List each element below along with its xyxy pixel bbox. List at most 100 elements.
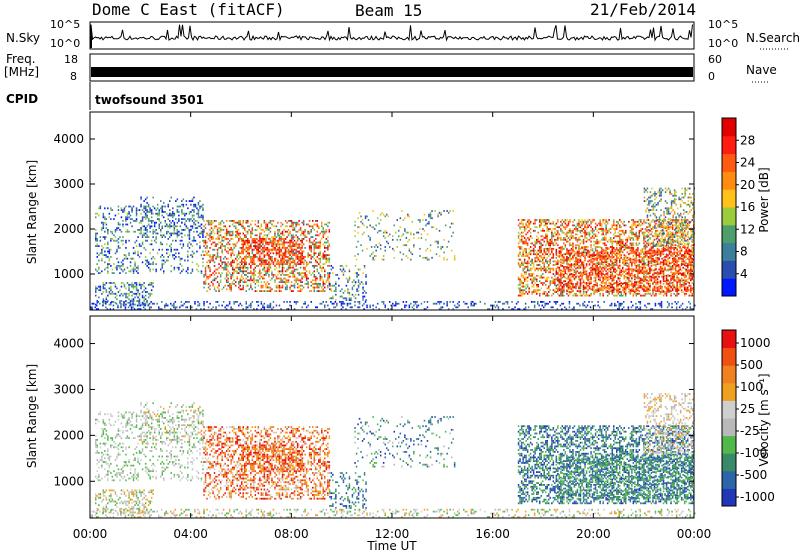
power-cell <box>544 255 546 257</box>
power-cell <box>279 272 281 274</box>
power-cell <box>244 279 246 281</box>
power-cell <box>125 218 127 220</box>
power-cell <box>596 250 598 252</box>
power-cell <box>140 213 142 215</box>
power-cell <box>317 270 319 272</box>
power-cell <box>249 229 251 231</box>
power-cell <box>226 288 228 290</box>
power-cell <box>353 296 355 298</box>
power-cell <box>233 222 235 224</box>
power-cell <box>303 231 305 233</box>
power-cell <box>286 281 288 283</box>
power-cell <box>217 233 219 235</box>
power-cell <box>640 295 642 297</box>
power-cell <box>335 299 337 301</box>
power-cell <box>565 246 567 248</box>
power-cell <box>95 216 97 218</box>
power-cell <box>171 215 173 217</box>
power-cell <box>151 284 153 286</box>
power-cell <box>317 225 319 227</box>
power-cell <box>581 295 583 297</box>
power-cell <box>171 225 173 227</box>
power-cell <box>521 286 523 288</box>
power-cell <box>209 240 211 242</box>
power-cell <box>599 221 601 223</box>
power-cell <box>253 272 255 274</box>
power-cell <box>187 218 189 220</box>
power-cell <box>226 258 228 260</box>
power-cell <box>559 261 561 263</box>
power-cell <box>663 253 665 255</box>
power-cell <box>214 278 216 280</box>
power-cell <box>171 270 173 272</box>
power-cell <box>616 291 618 293</box>
power-cell <box>621 244 623 246</box>
power-cell <box>149 252 151 254</box>
power-cell <box>550 248 552 250</box>
power-cell <box>109 216 111 218</box>
power-cell <box>528 248 530 250</box>
power-cell <box>365 283 367 285</box>
power-cell <box>568 257 570 259</box>
power-cell <box>121 293 123 295</box>
power-cell <box>247 267 249 269</box>
power-cell <box>315 234 317 236</box>
power-cell <box>612 275 614 277</box>
power-cell <box>358 294 360 296</box>
power-cell <box>131 218 133 220</box>
power-cell <box>534 219 536 221</box>
power-cell <box>524 230 526 232</box>
power-cell <box>212 272 214 274</box>
power-cell <box>274 242 276 244</box>
power-cell <box>312 225 314 227</box>
power-cell <box>227 285 229 287</box>
power-cell <box>247 252 249 254</box>
power-cell <box>569 228 571 230</box>
power-cell <box>541 270 543 272</box>
power-cell <box>223 222 225 224</box>
power-cell <box>277 285 279 287</box>
power-cell <box>556 223 558 225</box>
power-cell <box>208 234 210 236</box>
power-cell <box>538 239 540 241</box>
power-cell <box>575 257 577 259</box>
power-cell <box>628 235 630 237</box>
power-cell <box>577 239 579 241</box>
power-cell <box>314 290 316 292</box>
power-cell <box>279 281 281 283</box>
power-cell <box>238 251 240 253</box>
power-cell <box>669 262 671 264</box>
power-cell <box>524 259 526 261</box>
power-cell <box>628 259 630 261</box>
power-cell <box>307 256 309 258</box>
power-cell <box>267 269 269 271</box>
power-cell <box>327 260 329 262</box>
power-cell <box>292 285 294 287</box>
power-cell <box>607 241 609 243</box>
power-cell <box>218 234 220 236</box>
power-cell <box>365 274 367 276</box>
power-cell <box>186 200 188 202</box>
power-cell <box>323 227 325 229</box>
power-cell <box>250 231 252 233</box>
power-cell <box>140 204 142 206</box>
power-cell <box>589 239 591 241</box>
power-cell <box>229 263 231 265</box>
power-cell <box>155 213 157 215</box>
power-cell <box>533 273 535 275</box>
power-cell <box>547 279 549 281</box>
power-cell <box>528 230 530 232</box>
power-cell <box>602 230 604 232</box>
power-cell <box>539 295 541 297</box>
power-cell <box>306 261 308 263</box>
power-cell <box>637 293 639 295</box>
power-cell <box>318 263 320 265</box>
power-cell <box>525 291 527 293</box>
power-cell <box>624 257 626 259</box>
power-cell <box>172 254 174 256</box>
power-cell <box>289 231 291 233</box>
power-cell <box>557 232 559 234</box>
power-cell <box>270 249 272 251</box>
power-cell <box>601 226 603 228</box>
power-cell <box>253 240 255 242</box>
